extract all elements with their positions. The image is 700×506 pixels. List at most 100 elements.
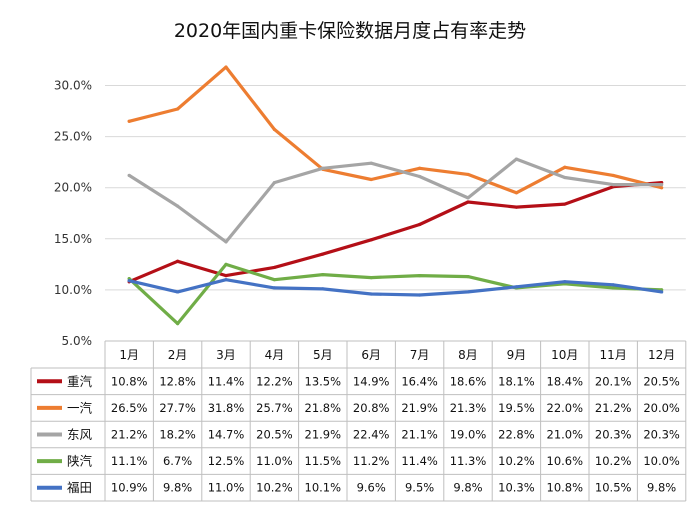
x-category-label: 10月 [551, 348, 578, 362]
y-tick-label: 25.0% [54, 130, 92, 144]
data-label: 9.8% [163, 481, 192, 495]
data-label: 18.6% [450, 374, 487, 388]
data-label: 31.8% [208, 401, 245, 415]
data-label: 9.8% [647, 481, 676, 495]
data-label: 10.2% [256, 481, 293, 495]
data-point [127, 119, 131, 123]
data-point [514, 205, 519, 209]
data-point [176, 107, 180, 111]
x-category-label: 3月 [216, 348, 236, 362]
data-point [466, 200, 470, 204]
data-label: 20.8% [353, 401, 390, 415]
data-point [466, 196, 470, 200]
series-line-2 [127, 157, 664, 244]
x-category-label: 5月 [313, 348, 333, 362]
data-point [321, 252, 325, 256]
data-label: 9.8% [453, 481, 482, 495]
data-point [514, 157, 519, 161]
data-label: 20.3% [595, 428, 632, 442]
data-label: 9.6% [357, 481, 386, 495]
series-line-4 [127, 278, 664, 297]
data-point [272, 286, 276, 290]
data-label: 10.5% [595, 481, 632, 495]
data-label: 22.4% [353, 428, 390, 442]
data-point [466, 275, 470, 279]
data-label: 10.9% [111, 481, 148, 495]
data-point [418, 174, 422, 179]
data-label: 10.1% [305, 481, 342, 495]
data-label: 25.7% [256, 401, 293, 415]
data-label: 21.8% [305, 401, 342, 415]
series-name: 一汽 [67, 400, 93, 415]
data-label: 21.2% [111, 428, 148, 442]
data-point [611, 173, 615, 178]
data-label: 21.9% [401, 401, 438, 415]
data-point [321, 272, 325, 277]
data-point [514, 285, 519, 289]
y-tick-label: 30.0% [54, 79, 92, 93]
data-point [321, 287, 325, 291]
data-point [224, 278, 228, 282]
data-point [369, 177, 373, 182]
data-point [176, 204, 180, 208]
data-point [369, 276, 373, 280]
data-label: 21.1% [401, 428, 438, 442]
data-point [563, 175, 567, 180]
data-point [466, 290, 470, 294]
data-label: 10.8% [547, 481, 584, 495]
x-category-label: 2月 [168, 348, 188, 362]
data-point [418, 222, 422, 227]
data-point [224, 65, 228, 69]
data-label: 11.3% [450, 454, 487, 468]
data-label: 20.1% [595, 374, 632, 388]
data-label: 27.7% [159, 401, 196, 415]
data-label: 21.3% [450, 401, 487, 415]
data-point [272, 180, 276, 185]
data-label: 18.4% [547, 374, 584, 388]
y-tick-label: 15.0% [54, 232, 92, 246]
data-point [369, 238, 373, 242]
data-label: 20.5% [256, 428, 293, 442]
data-label: 10.2% [498, 454, 535, 468]
data-label: 26.5% [111, 401, 148, 415]
x-category-label: 9月 [507, 348, 527, 362]
data-label: 12.8% [159, 374, 196, 388]
data-point [176, 290, 180, 294]
data-label: 11.1% [111, 454, 148, 468]
data-label: 11.2% [353, 454, 390, 468]
data-label: 10.8% [111, 374, 148, 388]
data-point [660, 290, 664, 294]
data-label: 10.3% [498, 481, 535, 495]
data-point [563, 165, 567, 169]
series-name: 重汽 [67, 374, 93, 389]
data-point [224, 240, 228, 244]
data-label: 19.5% [498, 401, 535, 415]
x-category-label: 7月 [410, 348, 430, 362]
data-label: 21.2% [595, 401, 632, 415]
data-label: 12.5% [208, 454, 245, 468]
data-point [127, 279, 131, 283]
series-name: 陕汽 [67, 454, 93, 469]
data-point [272, 127, 276, 132]
data-point [660, 183, 664, 187]
chart-title: 2020年国内重卡保险数据月度占有率走势 [174, 20, 526, 42]
data-label: 20.5% [643, 374, 680, 388]
data-label: 9.5% [405, 481, 434, 495]
data-label: 16.4% [401, 374, 438, 388]
data-label: 14.7% [208, 428, 245, 442]
data-point [563, 280, 567, 284]
data-label: 20.3% [643, 428, 680, 442]
y-tick-label: 20.0% [54, 181, 92, 195]
data-point [224, 262, 228, 266]
data-point [418, 293, 422, 297]
data-label: 19.0% [450, 428, 487, 442]
data-label: 14.9% [353, 374, 390, 388]
data-label: 22.8% [498, 428, 535, 442]
data-label: 20.0% [643, 401, 680, 415]
y-tick-label: 10.0% [54, 283, 92, 297]
data-point [611, 283, 615, 287]
data-point [272, 265, 276, 270]
data-label: 18.2% [159, 428, 196, 442]
